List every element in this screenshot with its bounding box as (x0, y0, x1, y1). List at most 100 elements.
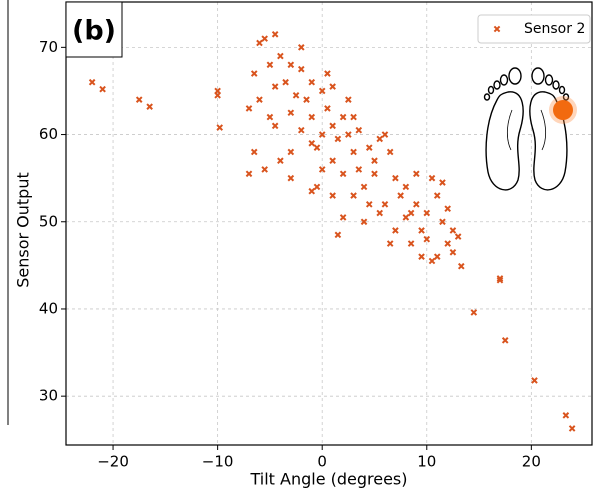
point (277, 157, 284, 165)
point (407, 209, 415, 217)
point (454, 233, 462, 240)
point (297, 126, 305, 134)
point (271, 83, 279, 90)
point (318, 166, 326, 173)
point (402, 183, 410, 191)
point (99, 85, 106, 93)
y-tick-label: 70 (39, 38, 58, 56)
point (261, 35, 268, 42)
point (355, 166, 363, 173)
point (444, 205, 451, 212)
y-tick-label: 40 (39, 299, 58, 317)
point (562, 412, 570, 419)
y-tick-label: 30 (39, 387, 58, 405)
point (282, 78, 289, 86)
point (292, 92, 300, 99)
point (303, 96, 310, 103)
point (423, 235, 431, 243)
point (339, 170, 347, 178)
x-tick-label: 20 (522, 453, 541, 471)
point (245, 105, 253, 112)
point (381, 131, 389, 138)
point (371, 157, 378, 165)
point (444, 240, 451, 247)
point (355, 126, 363, 134)
point (256, 96, 263, 103)
point (350, 113, 357, 121)
point (360, 183, 368, 191)
point (297, 44, 305, 51)
point (449, 248, 457, 256)
point (334, 135, 342, 143)
point (386, 148, 394, 156)
point (324, 70, 331, 77)
point (334, 231, 342, 239)
sensor-dot (553, 100, 573, 120)
x-tick-label: 0 (317, 453, 327, 471)
point (345, 96, 352, 103)
point (266, 113, 274, 121)
point (418, 227, 425, 234)
point (496, 275, 504, 282)
point (256, 39, 263, 47)
point (439, 179, 446, 186)
x-tick-label: 10 (417, 453, 436, 471)
point (433, 253, 441, 260)
y-tick-label: 60 (39, 125, 58, 143)
point (329, 83, 336, 90)
legend-box (477, 14, 591, 44)
point (287, 109, 295, 117)
point (501, 337, 509, 344)
point (245, 170, 253, 178)
point (88, 78, 96, 86)
x-axis-label: Tilt Angle (degrees) (249, 470, 407, 489)
point (277, 52, 284, 60)
point (339, 214, 347, 221)
feet-icon (483, 67, 570, 191)
point (287, 174, 295, 182)
point (433, 192, 441, 199)
point (329, 122, 336, 130)
x-tick-label: −20 (97, 453, 129, 471)
point (428, 257, 436, 265)
point (371, 170, 378, 178)
point (308, 187, 316, 195)
point (318, 87, 326, 95)
point (214, 92, 221, 99)
point (365, 201, 373, 208)
point (271, 122, 279, 130)
point (308, 113, 316, 121)
point (350, 192, 357, 199)
point (531, 377, 538, 384)
point (261, 166, 268, 173)
point (386, 240, 394, 247)
point (439, 218, 446, 226)
panel-label-box (65, 1, 123, 58)
point (428, 174, 436, 182)
point (457, 262, 465, 270)
y-tick-label: 50 (39, 212, 58, 230)
point (413, 201, 420, 208)
point (308, 78, 316, 86)
point (392, 227, 399, 234)
x-tick-label: −10 (202, 453, 234, 471)
point (250, 148, 258, 156)
legend-marker (493, 25, 501, 33)
point (287, 61, 295, 69)
point (496, 276, 504, 284)
point (568, 425, 576, 432)
point (449, 227, 457, 234)
y-axis-label: Sensor Output (14, 172, 33, 288)
point (376, 209, 384, 217)
point (318, 131, 326, 138)
point (470, 309, 478, 316)
point (345, 131, 352, 138)
point (271, 30, 279, 38)
point (376, 135, 384, 143)
point (339, 113, 347, 121)
panel-label: (b) (72, 16, 116, 47)
point (146, 103, 153, 110)
point (135, 96, 143, 103)
point (365, 144, 373, 151)
